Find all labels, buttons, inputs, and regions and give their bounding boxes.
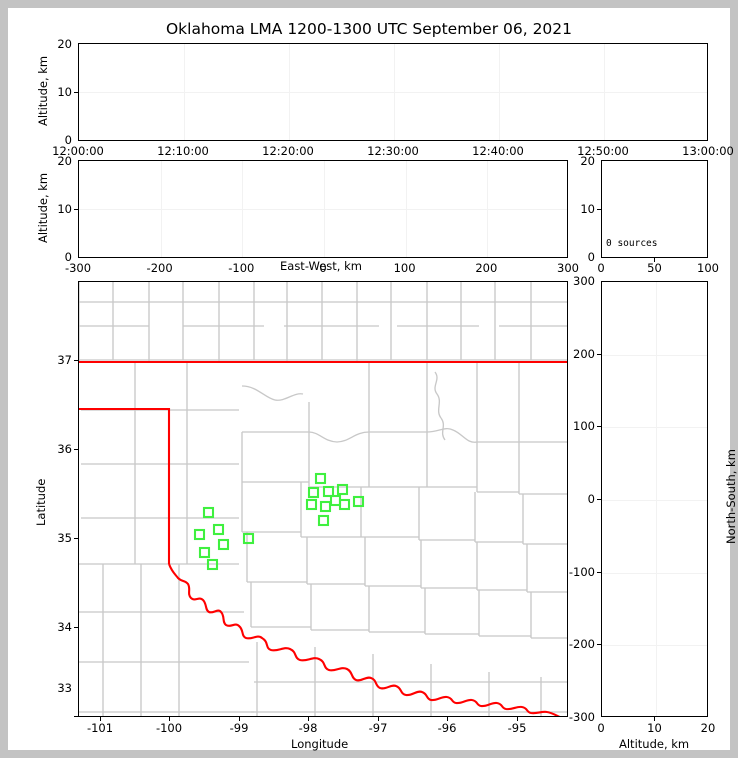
p2-xtick-5: 200 <box>475 261 498 275</box>
state-border-oklahoma <box>79 360 567 716</box>
source-marker <box>212 523 225 536</box>
source-marker <box>305 498 318 511</box>
p3-ytick-0: 0 <box>587 250 595 264</box>
source-marker <box>198 546 211 559</box>
p2-xtick-6: 300 <box>557 261 579 275</box>
panel-altitude-northsouth[interactable] <box>601 281 708 717</box>
p3-ytick-20: 20 <box>580 154 595 168</box>
p2-xlabel: East-West, km <box>280 259 362 273</box>
p1-xtick-1: 12:10:00 <box>157 144 209 158</box>
p5-xtick-20: 20 <box>700 721 716 735</box>
p2-ytick-10: 10 <box>57 202 72 216</box>
panel-time-altitude[interactable] <box>78 43 708 141</box>
p2-xtick-4: 100 <box>393 261 416 275</box>
p4-ytick-35: 35 <box>57 531 72 545</box>
panel-plan-view-map[interactable] <box>78 281 568 717</box>
source-marker <box>322 485 335 498</box>
p1-xtick-6: 13:00:00 <box>682 144 734 158</box>
p5-ytick-100: 100 <box>573 419 595 434</box>
p1-xtick-3: 12:30:00 <box>367 144 419 158</box>
p3-xtick-0: 0 <box>597 261 605 275</box>
p1-ylabel: Altitude, km <box>36 55 50 126</box>
p4-xtick-5: -96 <box>437 721 457 735</box>
p5-ylabel: North-South, km <box>724 449 738 544</box>
p5-ytick-neg100: -100 <box>568 564 595 579</box>
source-marker <box>338 498 351 511</box>
source-marker <box>329 494 342 507</box>
panel-altitude-histogram[interactable]: 0 sources <box>601 160 708 258</box>
p2-xtick-1: -200 <box>146 261 173 275</box>
p4-xtick-3: -98 <box>298 721 318 735</box>
p5-ytick-200: 200 <box>573 346 595 361</box>
p2-xtick-3: 0 <box>319 261 327 275</box>
source-marker <box>206 558 219 571</box>
p2-xtick-2: -100 <box>228 261 255 275</box>
p1-ytick-10: 10 <box>57 85 72 99</box>
source-marker <box>242 532 255 545</box>
p5-ytick-neg300: -300 <box>568 710 595 724</box>
p1-xtick-2: 12:20:00 <box>262 144 314 158</box>
p1-xtick-5: 12:50:00 <box>577 144 629 158</box>
p5-ytick-0: 0 <box>587 492 595 506</box>
p5-xlabel: Altitude, km <box>619 737 690 751</box>
p2-ytick-20: 20 <box>57 154 72 168</box>
source-marker <box>314 472 327 485</box>
p4-xtick-0: -101 <box>86 721 114 735</box>
p4-xtick-1: -100 <box>155 721 183 735</box>
p1-ytick-20: 20 <box>57 37 72 51</box>
source-marker <box>217 538 230 551</box>
p2-xtick-0: -300 <box>64 261 92 275</box>
p3-xtick-50: 50 <box>647 261 662 275</box>
p4-ylabel: Latitude <box>34 478 48 526</box>
source-marker <box>336 483 349 496</box>
p4-ytick-36: 36 <box>57 442 72 456</box>
p4-ytick-37: 37 <box>57 353 72 367</box>
p5-ytick-300: 300 <box>573 274 595 288</box>
source-marker <box>317 514 330 527</box>
map-canvas <box>79 282 567 716</box>
p5-xtick-10: 10 <box>647 721 662 735</box>
source-marker <box>193 528 206 541</box>
panel-eastwest-altitude[interactable] <box>78 160 568 258</box>
p3-ytick-10: 10 <box>580 202 595 216</box>
p4-ytick-33: 33 <box>57 681 72 695</box>
p1-xtick-0: 12:00:00 <box>52 144 104 158</box>
source-marker <box>307 486 320 499</box>
p4-ytick-34: 34 <box>57 620 72 634</box>
p2-ytick-0: 0 <box>64 250 72 264</box>
source-markers <box>193 472 365 571</box>
source-marker <box>319 500 332 513</box>
figure-title: Oklahoma LMA 1200-1300 UTC September 06,… <box>165 20 573 38</box>
p5-xtick-0: 0 <box>597 721 605 735</box>
p4-xtick-6: -95 <box>507 721 527 735</box>
source-marker <box>202 506 215 519</box>
p4-xlabel: Longitude <box>291 737 349 751</box>
county-lines <box>79 282 567 716</box>
p1-xtick-4: 12:40:00 <box>472 144 524 158</box>
p2-ylabel: Altitude, km <box>36 172 50 243</box>
p5-ytick-neg200: -200 <box>568 637 595 652</box>
p1-ytick-0: 0 <box>64 133 72 147</box>
lma-figure: Oklahoma LMA 1200-1300 UTC September 06,… <box>8 8 738 751</box>
p4-xtick-2: -99 <box>229 721 249 735</box>
p3-xtick-100: 100 <box>697 261 719 275</box>
source-marker <box>352 495 365 508</box>
source-count-note: 0 sources <box>606 238 658 249</box>
p4-xtick-4: -97 <box>368 721 388 735</box>
